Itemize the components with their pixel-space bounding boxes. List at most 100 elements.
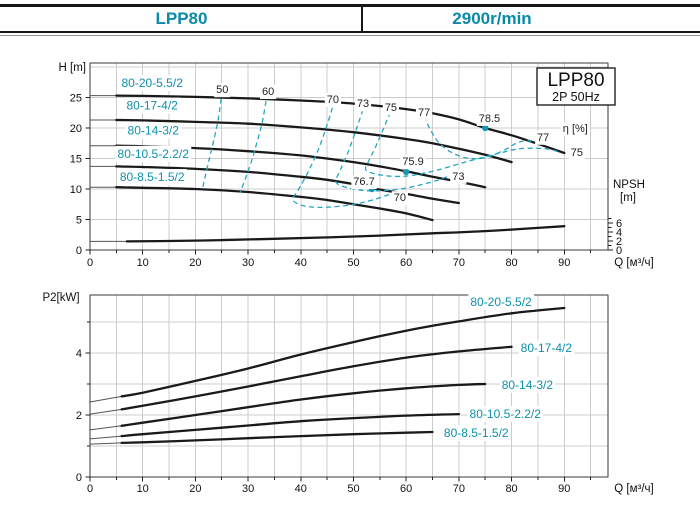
label-NPSH: NPSH	[613, 179, 645, 191]
curve-80-14-3/2	[120, 382, 487, 427]
label-10: 10	[70, 184, 82, 196]
label-60: 60	[400, 483, 412, 495]
label-0: 0	[76, 245, 82, 257]
curve-lead-80-20-5.5/2	[89, 395, 122, 403]
label-LPP80: LPP80	[547, 70, 604, 91]
curve-80-20-5.5/2	[115, 94, 566, 155]
label-5: 5	[76, 214, 82, 226]
label-20: 20	[189, 257, 201, 269]
label-2: 2	[616, 236, 622, 248]
label-Q[/]: Q [м³/ч]	[614, 257, 653, 269]
label-90: 90	[558, 483, 570, 495]
label-halo	[415, 105, 433, 120]
eta-contour-75	[364, 111, 559, 178]
label-50: 50	[347, 483, 359, 495]
label-80: 80	[505, 257, 517, 269]
label-0: 0	[87, 483, 93, 495]
curve-lead-80-14-3/2	[89, 425, 122, 431]
curve-NPSH	[125, 225, 566, 243]
label-25: 25	[70, 92, 82, 104]
label-halo	[125, 122, 182, 139]
curve-80-17-4/2	[115, 118, 513, 164]
label-H[m]: H [m]	[59, 62, 86, 74]
label-70: 70	[453, 483, 465, 495]
table-divider	[361, 7, 363, 31]
label-20: 20	[189, 483, 201, 495]
label-Q[/]: Q [м³/ч]	[614, 483, 653, 495]
label-halo	[467, 406, 544, 423]
label-halo	[124, 97, 181, 114]
label-0: 0	[616, 245, 622, 257]
label-halo	[259, 85, 277, 100]
label-40: 40	[295, 257, 307, 269]
label-6: 6	[616, 218, 622, 230]
label-halo	[450, 169, 467, 184]
plot-frame	[89, 294, 609, 478]
label-halo	[115, 145, 192, 162]
label-halo	[382, 100, 400, 115]
label-75: 75	[385, 102, 397, 114]
label-halo	[400, 155, 426, 170]
bep-dot-78.5	[482, 124, 489, 132]
label-30: 30	[242, 483, 254, 495]
curve-lead-80-8.5-1.5/2	[89, 442, 122, 445]
eta-contour-50	[201, 98, 222, 190]
label-halo	[518, 340, 575, 357]
curve-lead-80-17-4/2	[89, 408, 122, 415]
bep-dot-75.9	[402, 168, 410, 176]
label-90: 90	[558, 257, 570, 269]
plot-frame	[89, 62, 609, 251]
eta-contour-70	[292, 107, 394, 209]
label-halo	[354, 97, 372, 112]
label-halo	[499, 376, 556, 393]
label-80-14-3/2: 80-14-3/2	[128, 124, 180, 138]
label-70: 70	[327, 94, 339, 106]
label-2P50Hz: 2P 50Hz	[552, 90, 600, 104]
label-20: 20	[70, 123, 82, 135]
curve-80-10.5-2.2/2	[115, 165, 461, 205]
hq-npsh-chart: 0 10 20 30 40 50 60 70 80 9005101520250246NPSH[m]…	[59, 62, 654, 269]
curve-80-10.5-2.2/2	[120, 412, 461, 438]
label-75.9: 75.9	[402, 156, 423, 168]
label-halo	[119, 75, 186, 92]
label-80-20-5.5/2: 80-20-5.5/2	[121, 76, 183, 90]
model-speed-table: LPP80 2900r/min	[0, 4, 700, 36]
label-0: 0	[76, 472, 82, 484]
eta-contour-60	[239, 100, 267, 193]
label-halo	[441, 425, 511, 442]
label-halo	[324, 92, 342, 107]
label-77: 77	[418, 107, 430, 119]
label-halo	[391, 191, 408, 206]
p2-power-chart: 0 10 20 30 40 50 60 70 80 90 0 2 4 80-20-5.5/2 80-17-4…	[42, 292, 653, 495]
label-[%]: η [%]	[563, 123, 588, 135]
label-75: 75	[571, 147, 583, 159]
curve-80-20-5.5/2	[120, 306, 566, 398]
label-77: 77	[537, 132, 549, 144]
label-50: 50	[216, 84, 228, 96]
curve-80-8.5-1.5/2	[115, 186, 434, 222]
label-4: 4	[616, 227, 622, 239]
label-70: 70	[453, 257, 465, 269]
label-2: 2	[76, 410, 82, 422]
label-80: 80	[505, 483, 517, 495]
label-halo	[568, 146, 586, 161]
label-15: 15	[70, 153, 82, 165]
label-76.7: 76.7	[353, 176, 374, 188]
curve-80-8.5-1.5/2	[120, 430, 434, 445]
model-name: LPP80	[155, 9, 208, 28]
label-halo	[476, 111, 503, 126]
label-30: 30	[242, 257, 254, 269]
label-halo	[214, 83, 231, 98]
label-80-8.5-1.5/2: 80-8.5-1.5/2	[444, 426, 509, 440]
label-60: 60	[400, 257, 412, 269]
label-halo	[468, 293, 535, 310]
label-4: 4	[76, 348, 82, 360]
rotation-speed: 2900r/min	[452, 9, 532, 28]
label-80-17-4/2: 80-17-4/2	[126, 99, 178, 113]
label-40: 40	[295, 483, 307, 495]
label-10: 10	[137, 257, 149, 269]
title-box-rect	[536, 67, 616, 106]
curve-lead-80-10.5-2.2/2	[89, 435, 122, 440]
label-halo	[117, 169, 187, 186]
